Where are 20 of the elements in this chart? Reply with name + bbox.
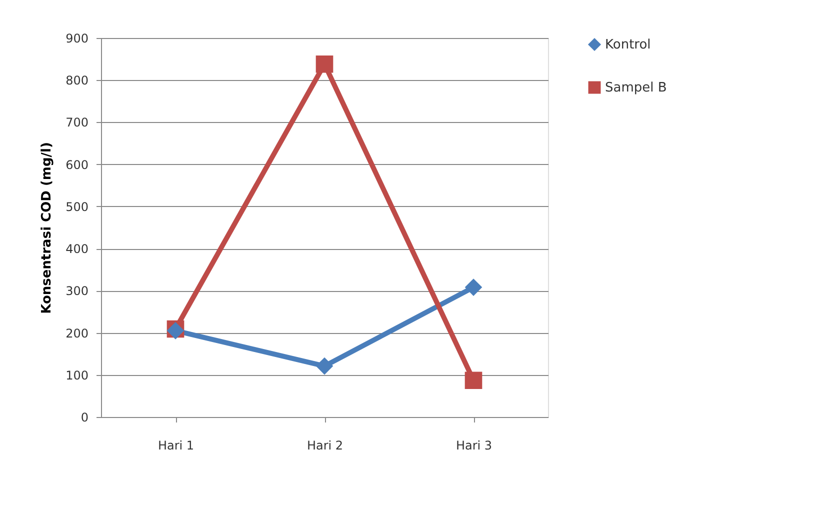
- point: [464, 278, 482, 296]
- legend-label: Kontrol: [605, 38, 651, 52]
- y-tick-label: 700: [66, 116, 88, 130]
- point: [464, 372, 482, 390]
- y-tick-label: 100: [66, 368, 88, 382]
- legend-label: Sampel B: [605, 80, 667, 96]
- y-tick-label: 600: [66, 158, 88, 172]
- y-tick-label: 400: [66, 242, 88, 256]
- y-axis-title: Konsentrasi COD (mg/l): [40, 142, 55, 314]
- x-tick-label: Hari 1: [158, 438, 194, 452]
- y-tick-label: 0: [80, 410, 88, 424]
- x-tick-label: Hari 2: [306, 438, 344, 452]
- y-tick-label: 200: [66, 326, 88, 340]
- x-tick-label: Hari 3: [456, 438, 492, 452]
- point: [316, 55, 334, 73]
- y-tick-label: 900: [66, 32, 88, 46]
- y-tick-label: 300: [66, 284, 88, 298]
- point: [316, 357, 334, 375]
- y-tick-label: 500: [66, 200, 88, 214]
- y-tick-label: 800: [66, 74, 88, 88]
